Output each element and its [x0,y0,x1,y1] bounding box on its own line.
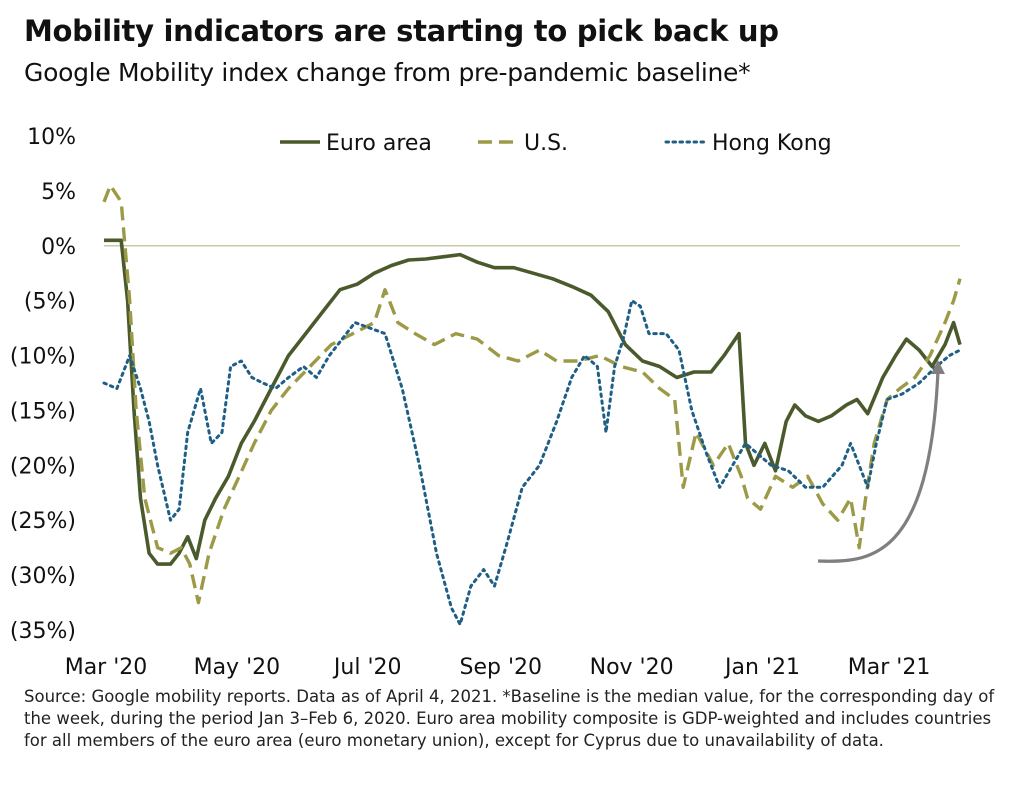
x-tick-label: Sep '20 [459,655,542,680]
y-tick-label: (5%) [24,290,76,315]
x-tick-label: Jan '21 [723,655,800,680]
upward-arrow-annotation [817,369,940,563]
source-footnote: Source: Google mobility reports. Data as… [24,687,995,750]
legend-label: Hong Kong [712,131,832,156]
legend: Euro area U.S. Hong Kong [280,131,832,156]
mobility-chart: 10% 5% 0% (5%) (10%) (15%) (20%) (25%) (30%) (35%… [10,125,962,680]
x-tick-label: Nov '20 [590,655,674,680]
chart-subtitle: Google Mobility index change from pre-pa… [24,58,751,87]
series-layer [102,183,962,626]
legend-label: U.S. [524,131,568,156]
x-axis: Mar '20 May '20 Jul '20 Sep '20 Nov '20 Jan '… [65,655,931,680]
y-tick-label: (25%) [10,509,76,534]
series-line-u-s [102,183,962,605]
y-tick-label: (35%) [10,619,76,644]
y-tick-label: (10%) [10,345,76,370]
y-tick-label: 0% [41,235,76,260]
y-tick-label: (20%) [10,454,76,479]
legend-label: Euro area [326,131,432,156]
x-tick-label: Mar '20 [65,655,148,680]
y-tick-label: (30%) [10,564,76,589]
upward-arrow-head-icon [931,360,945,374]
y-tick-label: 10% [27,125,76,150]
chart-title: Mobility indicators are starting to pick… [24,14,779,48]
y-axis: 10% 5% 0% (5%) (10%) (15%) (20%) (25%) (30%) (35%… [10,125,960,644]
series-line-hong-kong [102,299,962,626]
y-tick-label: (15%) [10,399,76,424]
x-tick-label: Mar '21 [848,655,931,680]
x-tick-label: May '20 [194,655,281,680]
series-line-euro-area [104,238,962,566]
x-tick-label: Jul '20 [332,655,402,680]
y-tick-label: 5% [41,180,76,205]
